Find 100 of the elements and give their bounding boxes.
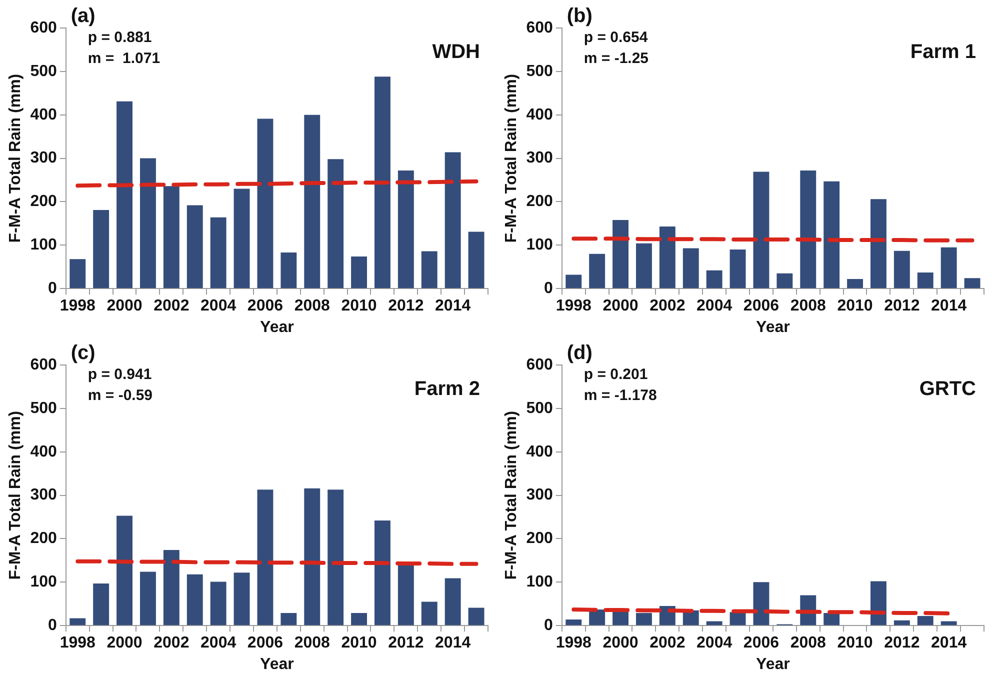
x-tick-label: 2008: [294, 634, 330, 652]
text: (b): [566, 5, 592, 27]
bar: [116, 516, 132, 626]
x-tick-label: 2004: [200, 298, 236, 315]
y-tick-label: 300: [30, 150, 57, 167]
x-tick-label: 2008: [294, 298, 330, 315]
text: Farm 2: [414, 378, 480, 400]
y-tick-label: 100: [526, 574, 553, 591]
x-tick-label: 2012: [388, 298, 424, 315]
y-tick-label: 400: [30, 106, 57, 124]
annotation: p = 0.201: [584, 366, 648, 383]
x-tick-label: 2002: [650, 634, 686, 652]
bar: [753, 582, 770, 626]
x-tick-label: 2008: [790, 298, 826, 315]
y-tick-label: 400: [526, 106, 553, 124]
bar: [70, 259, 86, 288]
bar: [566, 274, 582, 288]
bar: [351, 613, 367, 626]
bar: [706, 270, 722, 288]
x-tick-label: 2012: [388, 634, 424, 652]
bar: [940, 247, 957, 288]
x-tick-label: 2002: [154, 634, 190, 652]
y-tick-label: 600: [526, 356, 553, 374]
bar: [351, 256, 367, 288]
x-axis-title: Year: [260, 656, 294, 673]
x-tick-label: 2004: [200, 634, 236, 652]
x-tick-label: 2000: [602, 634, 638, 652]
bar: [800, 170, 816, 288]
bar: [421, 602, 438, 626]
text: GRTC: [919, 378, 976, 400]
bar: [894, 620, 910, 626]
x-tick-label: 2002: [650, 298, 686, 315]
bar: [210, 217, 226, 288]
y-tick-label: 500: [30, 62, 57, 80]
x-tick-label: 2014: [435, 298, 471, 315]
bar: [304, 488, 320, 626]
y-tick-label: 200: [526, 530, 553, 548]
bar: [70, 618, 86, 626]
bar: [870, 581, 886, 626]
x-tick-label: 2004: [696, 298, 732, 315]
x-tick-label: 1998: [556, 298, 592, 315]
x-tick-label: 2002: [154, 298, 190, 315]
bar: [116, 101, 132, 288]
y-tick-label: 0: [544, 617, 553, 634]
y-tick-label: 200: [30, 193, 57, 210]
annotation: p = 0.654: [584, 29, 648, 46]
bar: [163, 186, 180, 288]
y-tick-label: 0: [544, 280, 553, 298]
y-tick-label: 600: [30, 19, 57, 36]
bar: [636, 613, 652, 626]
bar: [328, 159, 344, 288]
y-axis-title: F-M-A Total Rain (mm): [7, 74, 24, 243]
text: (a): [70, 5, 96, 27]
x-tick-label: 2012: [884, 634, 920, 652]
y-tick-label: 300: [30, 486, 57, 504]
bar: [93, 583, 110, 626]
annotation: m = -1.25: [584, 50, 649, 67]
bar: [776, 273, 793, 288]
y-tick-label: 500: [526, 62, 553, 80]
bar: [234, 572, 250, 626]
x-axis-title: Year: [260, 318, 294, 336]
bar: [374, 76, 390, 288]
annotation: p = 0.941: [88, 366, 152, 383]
x-tick-label: 2006: [743, 634, 780, 652]
annotation: m = -1.178: [584, 387, 657, 404]
y-axis-title: F-M-A Total Rain (mm): [503, 410, 520, 580]
y-tick-label: 100: [526, 236, 553, 254]
y-axis-title: F-M-A Total Rain (mm): [7, 410, 24, 580]
annotation: m = -0.59: [88, 387, 153, 404]
bar: [186, 574, 203, 626]
x-tick-label: 2006: [743, 298, 780, 315]
y-tick-label: 300: [526, 486, 553, 504]
y-tick-label: 400: [30, 443, 57, 460]
y-tick-label: 200: [30, 530, 57, 548]
text: (c): [70, 342, 96, 364]
text: WDH: [432, 41, 480, 63]
bar: [468, 608, 484, 626]
x-tick-label: 1998: [556, 634, 592, 652]
bar: [444, 152, 461, 288]
bar: [589, 610, 606, 626]
x-axis-title: Year: [756, 656, 790, 673]
x-tick-label: 2012: [884, 298, 920, 315]
bar: [566, 620, 582, 626]
bar: [824, 613, 840, 626]
x-tick-label: 1998: [60, 298, 96, 315]
bar: [612, 220, 628, 288]
y-tick-label: 600: [30, 356, 57, 374]
x-tick-label: 2004: [696, 634, 732, 652]
bar: [917, 616, 934, 626]
bar: [257, 490, 274, 626]
bar: [210, 582, 226, 626]
bar: [280, 613, 297, 626]
bar: [589, 254, 606, 288]
bar: [140, 572, 156, 626]
x-tick-label: 2014: [931, 298, 967, 315]
y-tick-label: 400: [526, 443, 553, 460]
x-tick-label: 1998: [60, 634, 96, 652]
bar: [940, 621, 957, 626]
x-tick-label: 2000: [602, 298, 638, 315]
bar: [824, 181, 840, 288]
